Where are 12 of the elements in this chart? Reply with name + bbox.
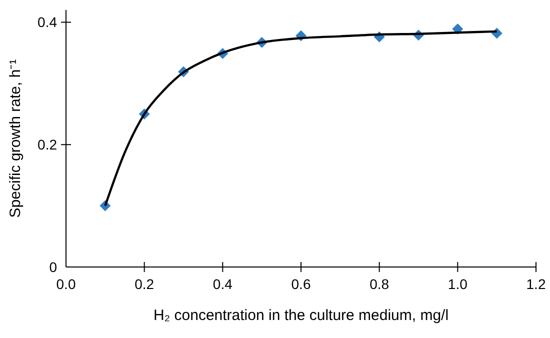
x-axis-title: H₂ concentration in the culture medium, mg/l	[153, 307, 449, 324]
y-axis-title: Specific growth rate, h⁻¹	[7, 59, 24, 218]
y-tick-label: 0.2	[38, 136, 58, 153]
x-tick-label: 1.2	[526, 276, 546, 292]
y-tick-label: 0	[49, 259, 58, 275]
x-tick-label: 0.8	[370, 276, 390, 292]
x-tick-label: 1.0	[448, 276, 468, 292]
y-tick-label: 0.4	[38, 14, 58, 30]
x-tick-label: 0.6	[291, 276, 311, 292]
x-tick-label: 0.0	[56, 276, 76, 292]
x-tick-label: 0.2	[134, 276, 154, 292]
x-tick-label: 0.4	[212, 276, 233, 292]
